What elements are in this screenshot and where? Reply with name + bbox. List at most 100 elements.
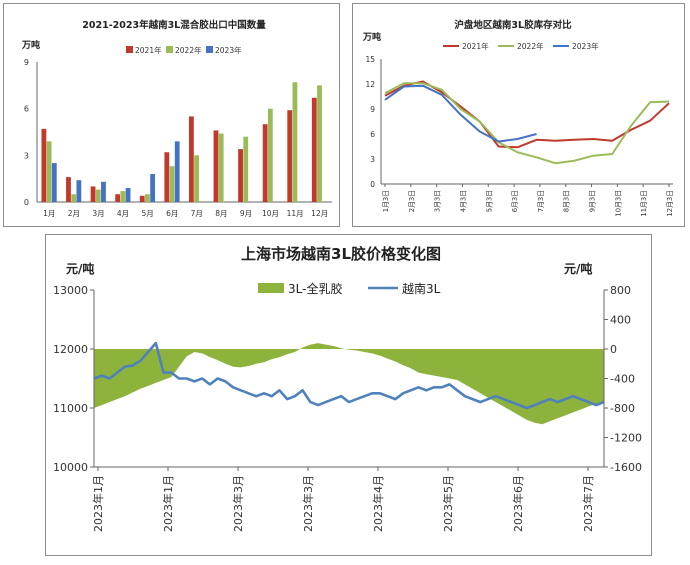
x-tick-label: 11月 (287, 209, 304, 218)
series-line (384, 84, 537, 143)
spread-area (94, 343, 604, 425)
bar (238, 149, 243, 202)
y-tick-label-right: -1200 (610, 432, 642, 445)
x-tick-label: 5月3日 (485, 190, 493, 212)
y-tick-label: 3 (24, 151, 29, 160)
bar (115, 194, 121, 202)
y-tick-label-left: 11000 (53, 402, 88, 415)
legend-swatch (258, 283, 284, 293)
legend-label: 3L-全乳胶 (288, 281, 342, 296)
x-tick-label: 12月3日 (666, 190, 674, 217)
bars (41, 82, 322, 202)
y-tick-label-right: 0 (610, 343, 617, 356)
y-tick-label: 12 (365, 80, 375, 89)
legend-label: 2023年 (215, 45, 242, 55)
x-tick-label: 3月3日 (434, 190, 442, 212)
x-tick-label: 8月 (215, 209, 227, 218)
x-tick-label: 1月3日 (382, 190, 390, 212)
legend-swatch (126, 46, 133, 53)
bar (311, 97, 317, 202)
export-bar-chart: 2021-2023年越南3L混合胶出口中国数量 万吨 2021年 2022年 202… (21, 19, 332, 218)
y-tick-label: 9 (370, 105, 375, 114)
x-tick-label: 9月 (240, 209, 252, 218)
y-tick-label-left: 10000 (53, 461, 88, 474)
x-tick-label: 3月 (92, 209, 104, 218)
inventory-line-chart: 沪盘地区越南3L胶库存对比 万吨 2021年 2022年 2023年 0 3 6 9 12 1… (362, 19, 674, 217)
bar (174, 141, 180, 202)
x-tick-label: 10月3日 (614, 190, 622, 217)
axes: 13000 12000 11000 10000 800 400 0 -400 -800 -1200… (53, 284, 642, 532)
y-tick-label-right: 800 (610, 284, 631, 297)
y-axis-unit-left: 元/吨 (66, 261, 94, 276)
y-tick-label: 6 (24, 105, 29, 114)
lines (384, 80, 670, 165)
legend-label: 2022年 (517, 41, 544, 51)
x-tick-label: 2023年1月 (161, 475, 175, 532)
x-tick-label: 9月3日 (589, 190, 597, 212)
bar (218, 133, 224, 202)
axes: 0 3 6 9 1月 2月 3月 4月 5月 6月 7月 8月 9月 10月 11月 12月 (24, 58, 332, 218)
x-tick-label: 6月3日 (511, 190, 519, 212)
bar (95, 189, 101, 202)
x-tick-label: 12月 (311, 209, 328, 218)
x-tick-label: 2月3日 (408, 190, 416, 212)
y-tick-label: 0 (24, 198, 29, 207)
legend-label: 2023年 (572, 41, 599, 51)
legend: 3L-全乳胶 越南3L (258, 281, 441, 296)
bar (51, 163, 57, 202)
series-line (384, 82, 670, 165)
x-tick-label: 11月3日 (640, 190, 648, 217)
bar (267, 108, 273, 202)
x-tick-label: 6月 (166, 209, 178, 218)
chart-title: 2021-2023年越南3L混合胶出口中国数量 (82, 19, 266, 31)
y-tick-label-right: -400 (610, 373, 635, 386)
y-axis-unit: 万吨 (21, 39, 40, 51)
y-tick-label-right: 400 (610, 314, 631, 327)
bar (262, 124, 268, 202)
axes: 0 3 6 9 12 15 1月3日 2月3日 3月3日 4月3日 5月3日 6月3日 7月3日 8月3日… (365, 55, 674, 217)
y-axis-unit-right: 元/吨 (564, 261, 592, 276)
y-tick-label-right: -800 (610, 402, 635, 415)
x-tick-label: 8月3日 (563, 190, 571, 212)
bar (317, 85, 322, 202)
x-tick-label: 4月3日 (459, 190, 467, 212)
x-tick-label: 2023年5月 (441, 475, 455, 532)
bar (164, 152, 170, 202)
export-bar-chart-panel: 2021-2023年越南3L混合胶出口中国数量 万吨 2021年 2022年 202… (3, 3, 340, 227)
y-tick-label-left: 12000 (53, 343, 88, 356)
bar (139, 195, 145, 202)
legend-label: 2021年 (135, 45, 162, 55)
bar (41, 128, 47, 202)
x-tick-label: 2023年3月 (301, 475, 315, 532)
price-chart-panel: 上海市场越南3L胶价格变化图 元/吨 元/吨 3L-全乳胶 越南3L 13000 1… (45, 234, 652, 556)
y-tick-label-left: 13000 (53, 284, 88, 297)
legend-swatch (166, 46, 173, 53)
x-tick-label: 1月 (43, 209, 55, 218)
x-tick-label: 4月 (117, 209, 129, 218)
chart-title: 沪盘地区越南3L胶库存对比 (454, 19, 572, 31)
x-tick-label: 2023年6月 (511, 475, 525, 532)
x-tick-label: 2023年1月 (91, 475, 105, 532)
y-axis-unit: 万吨 (362, 31, 381, 43)
x-tick-label: 10月 (262, 209, 279, 218)
bar (150, 174, 156, 202)
x-tick-label: 7月3日 (537, 190, 545, 212)
price-chart: 上海市场越南3L胶价格变化图 元/吨 元/吨 3L-全乳胶 越南3L 130001… (53, 245, 642, 532)
legend-label: 2022年 (175, 45, 202, 55)
bar (125, 188, 131, 202)
bar (46, 141, 52, 202)
bar (243, 136, 249, 202)
plot-series (93, 341, 605, 425)
bar (66, 177, 71, 202)
x-tick-label: 2023年7月 (581, 475, 595, 532)
y-tick-label: 6 (370, 130, 375, 139)
legend-swatch (206, 46, 213, 53)
y-tick-label: 9 (24, 58, 29, 67)
legend: 2021年 2022年 2023年 (126, 45, 242, 55)
x-tick-label: 2月 (68, 209, 80, 218)
bar (213, 130, 219, 202)
bar (101, 181, 106, 202)
bar (188, 116, 194, 202)
bar (120, 191, 126, 202)
x-tick-label: 7月 (191, 209, 203, 218)
